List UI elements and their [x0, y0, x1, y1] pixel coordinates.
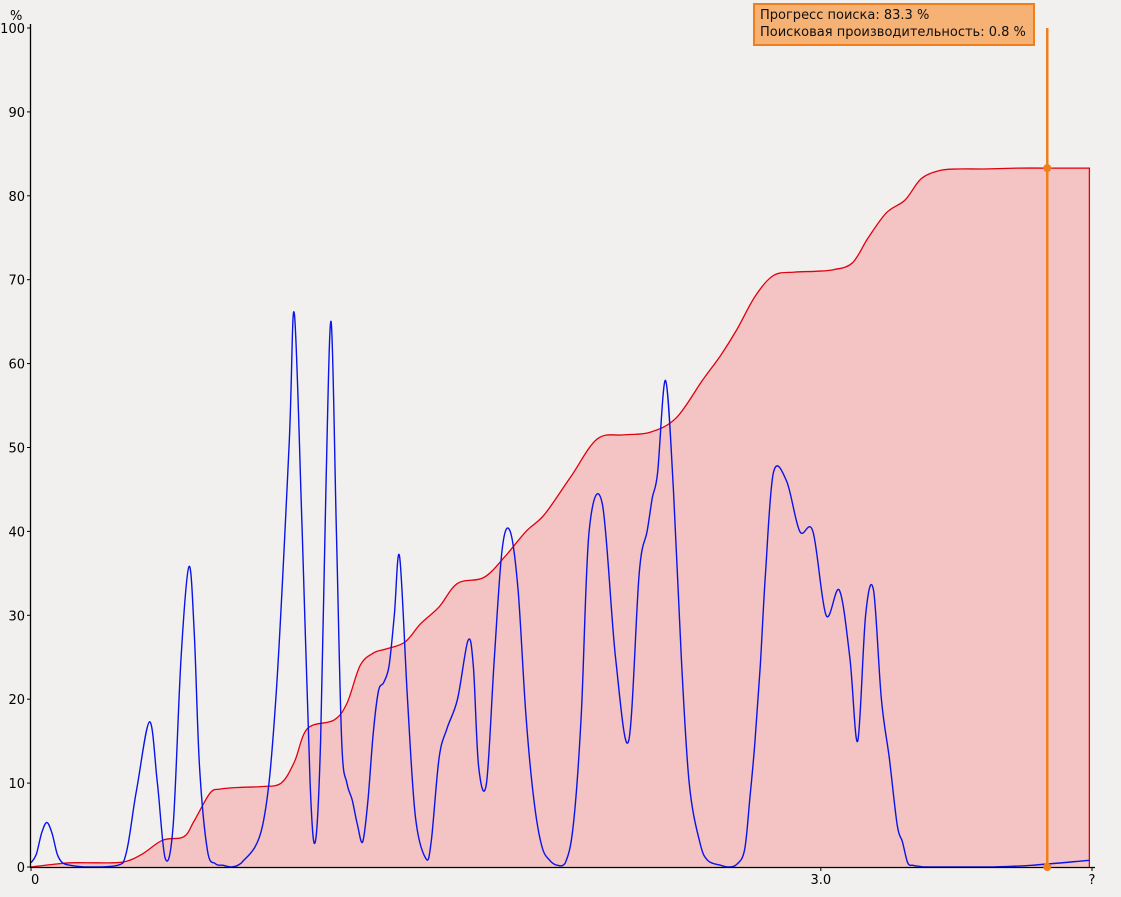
- y-tick-label: 60: [8, 358, 25, 373]
- progress-line: [30, 167, 1091, 868]
- x-tick-label: ?: [1089, 873, 1096, 888]
- tooltip-performance-label: Поисковая производительность: 0.8 %: [760, 25, 1026, 40]
- y-tick-label: 10: [8, 777, 25, 792]
- performance-line: [30, 311, 1090, 868]
- y-tick-label: 0: [17, 861, 25, 876]
- y-axis-ticks-layer: 0 10 20 30 40 50 60 70 80 90 100: [0, 22, 31, 876]
- y-axis-unit-label: %: [10, 9, 22, 24]
- progress-area: [31, 168, 1090, 868]
- y-tick-label: 40: [8, 525, 25, 540]
- y-tick-label: 80: [8, 190, 25, 205]
- cursor-progress-marker: [1043, 164, 1052, 173]
- x-tick-label: 3.0: [810, 873, 831, 888]
- x-tick-label: 0: [31, 873, 39, 888]
- tooltip-progress-label: Прогресс поиска: 83.3 %: [760, 8, 930, 23]
- y-tick-label: 20: [8, 693, 25, 708]
- y-tick-label: 30: [8, 609, 25, 624]
- y-tick-label: 70: [8, 274, 25, 289]
- cursor-tooltip: Прогресс поиска: 83.3 % Поисковая произв…: [753, 3, 1035, 46]
- cursor-handle[interactable]: [1043, 863, 1052, 871]
- y-tick-label: 100: [0, 22, 25, 37]
- y-tick-label: 90: [8, 106, 25, 121]
- x-axis-ticks-layer: 0 3.0?: [30, 867, 1096, 888]
- y-tick-label: 50: [8, 442, 25, 457]
